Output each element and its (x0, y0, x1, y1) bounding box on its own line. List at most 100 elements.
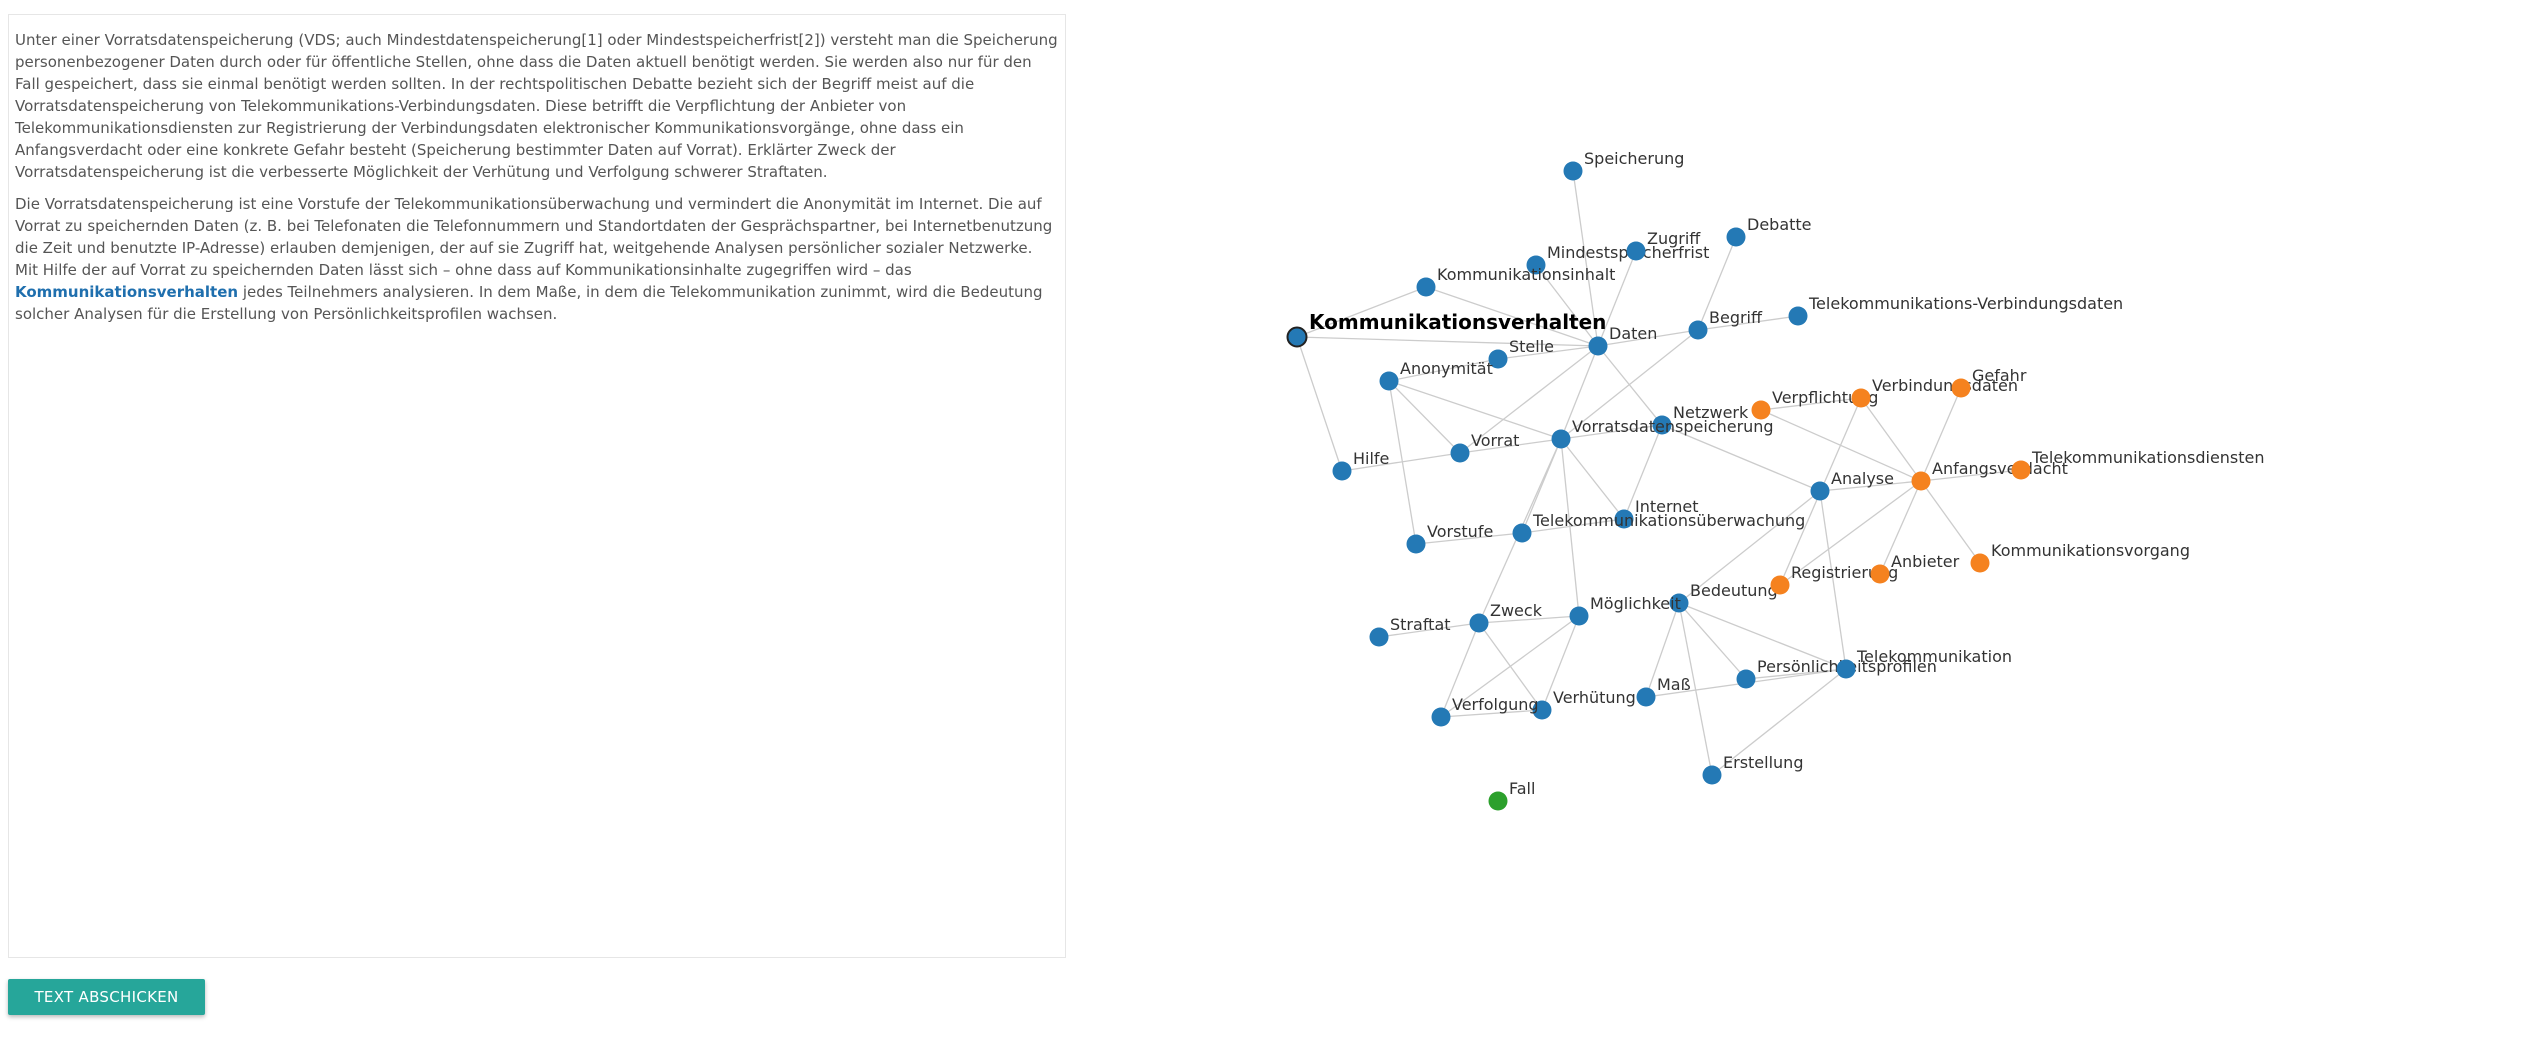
graph-node-internet[interactable]: Internet (1614, 497, 1699, 529)
graph-node-circle[interactable] (1911, 471, 1931, 491)
graph-node-vorstufe[interactable]: Vorstufe (1406, 522, 1494, 554)
graph-node-circle[interactable] (1406, 534, 1426, 554)
graph-node-circle[interactable] (1369, 627, 1389, 647)
graph-node-circle[interactable] (1636, 687, 1656, 707)
graph-node-kommunikationsverhalten[interactable]: Kommunikationsverhalten (1286, 310, 1607, 348)
graph-edge-bedeutung-telekommunikation (1678, 602, 1847, 670)
graph-node-vorratsdatenspeicherung[interactable]: Vorratsdatenspeicherung (1551, 417, 1774, 449)
graph-node-label: Verbindungsdaten (1872, 376, 2018, 395)
graph-node-begriff[interactable]: Begriff (1688, 308, 1764, 340)
graph-node-telekommunikationsdiensten[interactable]: Telekommunikationsdiensten (2011, 448, 2265, 480)
graph-node-circle[interactable] (1416, 277, 1436, 297)
graph-node-circle[interactable] (1836, 659, 1856, 679)
graph-edge-daten-vorrat (1459, 345, 1599, 454)
graph-node-circle[interactable] (1770, 575, 1790, 595)
graph-node-label: Kommunikationsvorgang (1991, 541, 2190, 560)
graph-node-hilfe[interactable]: Hilfe (1332, 449, 1390, 481)
graph-node-label: Gefahr (1972, 366, 2027, 385)
graph-node-circle[interactable] (1332, 461, 1352, 481)
graph-node-circle[interactable] (1488, 349, 1508, 369)
graph-node-telekommunikationsuberwachung[interactable]: Telekommunikationsüberwachung (1512, 511, 1806, 543)
graph-node-label: Kommunikationsverhalten (1309, 310, 1606, 334)
graph-node-circle[interactable] (1450, 443, 1470, 463)
graph-node-circle[interactable] (1688, 320, 1708, 340)
graph-node-netzwerk[interactable]: Netzwerk (1652, 403, 1749, 435)
highlighted-term[interactable]: Kommunikationsverhalten (15, 283, 239, 301)
graph-node-zweck[interactable]: Zweck (1469, 601, 1543, 633)
graph-node-circle[interactable] (1431, 707, 1451, 727)
graph-node-vorrat[interactable]: Vorrat (1450, 431, 1520, 463)
graph-node-circle[interactable] (1669, 593, 1689, 613)
graph-node-circle[interactable] (1532, 700, 1552, 720)
graph-node-circle[interactable] (1469, 613, 1489, 633)
graph-node-circle[interactable] (1726, 227, 1746, 247)
graph-node-circle[interactable] (1870, 564, 1890, 584)
graph-node-label: Verpflichtung (1772, 388, 1878, 407)
graph-node-circle[interactable] (1970, 553, 1990, 573)
graph-node-circle[interactable] (1563, 161, 1583, 181)
graph-edge-anonymitat-vorratsdatenspeicherung (1388, 380, 1562, 440)
graph-node-circle[interactable] (1810, 481, 1830, 501)
graph-node-verbindungsdaten[interactable]: Verbindungsdaten (1851, 376, 2019, 408)
graph-node-circle[interactable] (1379, 371, 1399, 391)
graph-node-circle[interactable] (1569, 606, 1589, 626)
graph-edge-bedeutung-erstellung (1678, 602, 1713, 776)
graph-node-circle[interactable] (1614, 509, 1634, 529)
submit-text-button[interactable]: TEXT ABSCHICKEN (8, 979, 205, 1015)
graph-node-erstellung[interactable]: Erstellung (1702, 753, 1804, 785)
graph-node-gefahr[interactable]: Gefahr (1951, 366, 2027, 398)
graph-node-circle[interactable] (2011, 460, 2031, 480)
graph-edge-begriff-telekommunikations-verbindungsdaten (1697, 315, 1799, 331)
graph-nodes[interactable]: KommunikationsverhaltenSpeicherungMindes… (1286, 149, 2265, 811)
graph-node-circle[interactable] (1488, 791, 1508, 811)
graph-node-zugriff[interactable]: Zugriff (1626, 229, 1702, 261)
graph-node-fall[interactable]: Fall (1488, 779, 1536, 811)
graph-node-circle[interactable] (1951, 378, 1971, 398)
graph-node-circle[interactable] (1551, 429, 1571, 449)
graph-node-ma[interactable]: Maß (1636, 675, 1691, 707)
graph-node-anonymitat[interactable]: Anonymität (1379, 359, 1493, 391)
graph-node-circle[interactable] (1788, 306, 1808, 326)
graph-edge-netzwerk-analyse (1661, 424, 1821, 492)
graph-node-debatte[interactable]: Debatte (1726, 215, 1812, 247)
graph-edge-anfangsverdacht-anbieter (1879, 480, 1922, 575)
graph-node-label: Fall (1509, 779, 1535, 798)
graph-node-verfolgung[interactable]: Verfolgung (1431, 695, 1539, 727)
graph-node-analyse[interactable]: Analyse (1810, 469, 1894, 501)
graph-node-daten[interactable]: Daten (1588, 324, 1658, 356)
graph-node-stelle[interactable]: Stelle (1488, 337, 1555, 369)
graph-node-label: Zugriff (1647, 229, 1701, 248)
graph-node-label: Anonymität (1400, 359, 1493, 378)
graph-node-kommunikationsinhalt[interactable]: Kommunikationsinhalt (1416, 265, 1616, 297)
graph-node-circle[interactable] (1736, 669, 1756, 689)
graph-node-straftat[interactable]: Straftat (1369, 615, 1451, 647)
graph-node-circle[interactable] (1702, 765, 1722, 785)
graph-node-circle[interactable] (1652, 415, 1672, 435)
graph-node-label: Analyse (1831, 469, 1894, 488)
graph-node-telekommunikations-verbindungsdaten[interactable]: Telekommunikations-Verbindungsdaten (1788, 294, 2124, 326)
graph-node-verhutung[interactable]: Verhütung (1532, 688, 1636, 720)
graph-node-speicherung[interactable]: Speicherung (1563, 149, 1685, 181)
graph-node-label: Kommunikationsinhalt (1437, 265, 1615, 284)
graph-node-bedeutung[interactable]: Bedeutung (1669, 581, 1778, 613)
graph-node-circle[interactable] (1526, 255, 1546, 275)
graph-node-kommunikationsvorgang[interactable]: Kommunikationsvorgang (1970, 541, 2190, 573)
graph-edge-daten-vorratsdatenspeicherung (1560, 345, 1599, 440)
graph-node-anfangsverdacht[interactable]: Anfangsverdacht (1911, 459, 2068, 491)
graph-node-circle[interactable] (1626, 241, 1646, 261)
graph-edge-verhutung-verfolgung (1440, 709, 1543, 718)
graph-node-telekommunikation[interactable]: Telekommunikation (1836, 647, 2013, 679)
graph-node-label: Verfolgung (1452, 695, 1539, 714)
graph-node-circle[interactable] (1751, 400, 1771, 420)
graph-node-label: Anfangsverdacht (1932, 459, 2068, 478)
graph-node-verpflichtung[interactable]: Verpflichtung (1751, 388, 1879, 420)
graph-node-anbieter[interactable]: Anbieter (1870, 552, 1960, 584)
graph-node-circle[interactable] (1588, 336, 1608, 356)
graph-edge-analyse-bedeutung (1678, 490, 1821, 604)
graph-node-circle[interactable] (1851, 388, 1871, 408)
graph-node-circle[interactable] (1286, 326, 1308, 348)
graph-edges (1296, 170, 2022, 776)
graph-node-moglichkeit[interactable]: Möglichkeit (1569, 594, 1681, 626)
graph-node-circle[interactable] (1512, 523, 1532, 543)
